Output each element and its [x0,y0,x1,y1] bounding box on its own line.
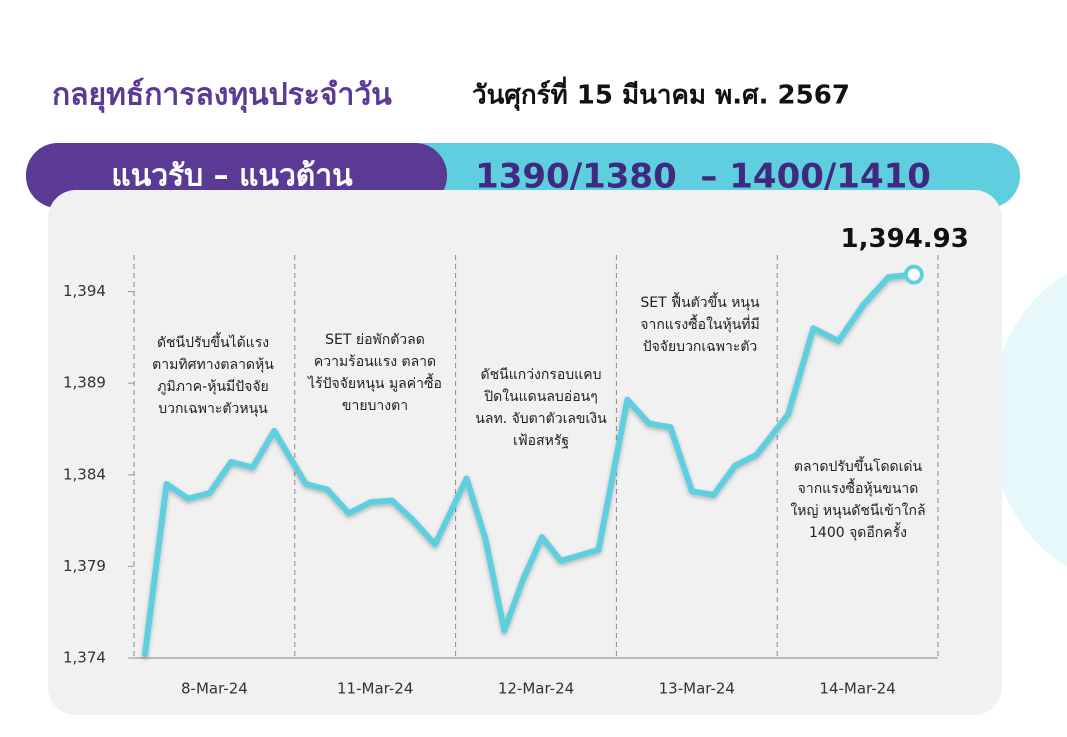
annotation: 1400 จุดอีกครั้ง [809,522,907,541]
x-tick-label: 8-Mar-24 [181,680,248,698]
y-tick-label: 1,394 [63,282,106,300]
annotation: จากแรงซื้อในหุ้นที่มี [640,314,760,333]
annotation: ไร้ปัจจัยหนุน มูลค่าซื้อ [307,373,442,392]
x-tick-label: 11-Mar-24 [337,680,413,698]
annotation: ดัชนีปรับขึ้นได้แรง [157,332,269,351]
y-tick-label: 1,374 [63,649,106,667]
decor-blob [990,273,1067,567]
date: วันศุกร์ที่ 15 มีนาคม พ.ศ. 2567 [472,76,850,112]
annotation: ขายบางตา [342,398,408,414]
annotation: บวกเฉพาะตัวหนุน [158,401,268,417]
annotation: ดัชนีแกว่งกรอบแคบ [481,367,602,383]
x-tick-label: 12-Mar-24 [498,680,574,698]
annotation: ปัจจัยบวกเฉพาะตัว [643,339,758,355]
annotation: ภูมิภาค-หุ้นมีปัจจัย [157,379,269,395]
annotation: เฟ้อสหรัฐ [513,433,569,449]
x-tick-label: 13-Mar-24 [659,680,735,698]
levels-value: 1390/1380 – 1400/1410 [475,157,931,197]
plot: 1,374 1,379 1,384 1,389 1,394 8-Mar-24 ดัชนีปร… [63,224,969,697]
annotation: ใหญ่ หนุนดัชนีเข้าใกล้ [790,502,925,519]
y-tick-label: 1,389 [63,374,106,392]
annotation: SET ฟื้นตัวขึ้น หนุน [640,292,760,311]
annotation: ตลาดปรับขึ้นโดดเด่น [794,456,923,475]
annotation: นลท. จับตาตัวเลขเงิน [475,411,607,427]
annotation: ปิดในแดนลบอ่อนๆ [484,388,598,405]
annotation: ตามทิศทางตลาดหุ้น [152,357,274,373]
title: กลยุทธ์การลงทุนประจำวัน [52,78,392,114]
chart-panel [48,190,1002,715]
annotation: ความร้อนแรง ตลาด [314,354,436,370]
y-tick-label: 1,379 [63,557,106,575]
end-marker [903,264,924,285]
annotation: จากแรงซื้อหุ้นขนาด [798,478,919,497]
annotation: SET ย่อพักตัวลด [325,332,425,348]
x-tick-label: 14-Mar-24 [819,680,895,698]
levels-label: แนวรับ – แนวต้าน [111,159,353,194]
index-line [142,271,917,658]
value-label: 1,394.93 [841,224,969,254]
y-tick-label: 1,384 [63,465,106,483]
